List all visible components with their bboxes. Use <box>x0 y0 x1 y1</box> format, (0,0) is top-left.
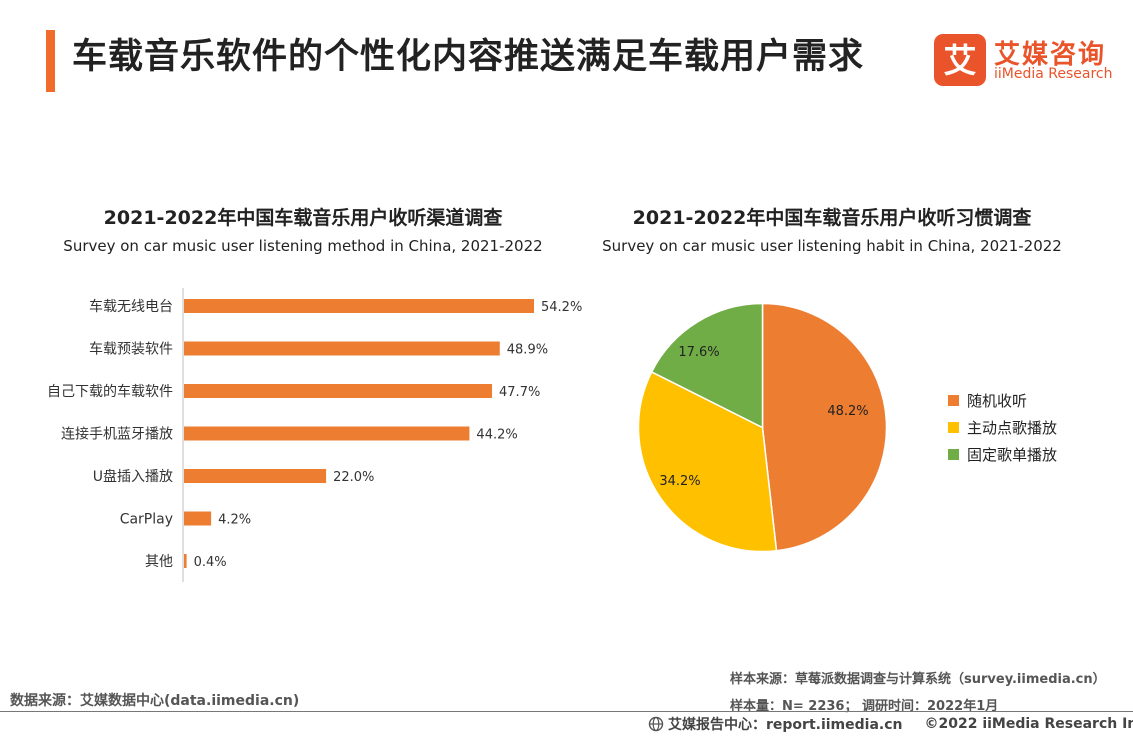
bar-category-label: 车载无线电台 <box>89 298 173 315</box>
bar <box>184 341 500 356</box>
pie-value-label: 34.2% <box>659 474 700 489</box>
bar-value-label: 0.4% <box>194 555 227 570</box>
bar-value-label: 44.2% <box>476 428 517 443</box>
logo-text-en: iiMedia Research <box>994 66 1113 82</box>
bar-chart: 车载无线电台 54.2% 车载预装软件 48.9% 自己下载的车载软件 47.7% 连接手机… <box>47 288 582 582</box>
bar-value-label: 48.9% <box>507 343 548 358</box>
footer-divider <box>0 711 1133 712</box>
bar-category-label: U盘插入播放 <box>93 468 173 485</box>
iimedia-logo: 艾 艾媒咨询 iiMedia Research <box>934 34 1124 86</box>
pie-value-label: 48.2% <box>827 404 868 419</box>
sample-notes: 样本来源：草莓派数据调查与计算系统（survey.iimedia.cn） 样本量… <box>730 668 1106 722</box>
title-accent-bar <box>46 30 55 92</box>
pie-chart: 48.2% 34.2% 17.6% <box>637 302 888 553</box>
bar-chart-title: 2021-2022年中国车载音乐用户收听渠道调查 <box>103 207 503 229</box>
bar <box>184 511 212 526</box>
bar-category-label: 其他 <box>145 554 173 570</box>
bar-value-label: 22.0% <box>333 470 374 485</box>
bar-category-label: 自己下载的车载软件 <box>47 383 173 400</box>
logo-mark-char: 艾 <box>944 41 977 80</box>
legend-swatch <box>948 449 959 460</box>
logo-text-cn: 艾媒咨询 <box>994 40 1107 70</box>
legend-label: 随机收听 <box>967 392 1028 410</box>
pie-slice <box>637 370 778 553</box>
legend-item: 随机收听 <box>948 387 1057 414</box>
page-title: 车载音乐软件的个性化内容推送满足车载用户需求 <box>72 37 865 77</box>
legend-swatch <box>948 422 959 433</box>
bar-chart-subtitle: Survey on car music user listening metho… <box>63 237 543 255</box>
pie-chart-title: 2021-2022年中国车载音乐用户收听习惯调查 <box>632 207 1032 229</box>
pie-slice <box>761 302 888 552</box>
footer-report-link[interactable]: 艾媒报告中心：report.iimedia.cn <box>668 717 903 733</box>
bar-value-label: 47.7% <box>499 385 540 400</box>
pie-value-label: 17.6% <box>678 345 719 360</box>
legend-label: 主动点歌播放 <box>967 419 1058 437</box>
legend-item: 固定歌单播放 <box>948 441 1057 468</box>
pie-legend: 随机收听 主动点歌播放 固定歌单播放 <box>948 387 1057 468</box>
footer: 艾媒报告中心：report.iimedia.cn ©2022 iiMedia R… <box>648 714 1133 734</box>
bar-category-label: 车载预装软件 <box>89 341 173 358</box>
bar-category-label: 连接手机蓝牙播放 <box>61 426 173 443</box>
sample-size-note: 样本量：N= 2236； 调研时间：2022年1月 <box>730 699 999 714</box>
bar-value-label: 54.2% <box>541 300 582 315</box>
bar <box>184 384 493 398</box>
legend-swatch <box>948 395 959 406</box>
legend-label: 固定歌单播放 <box>967 446 1058 464</box>
pie-chart-subtitle: Survey on car music user listening habit… <box>602 237 1062 255</box>
bar <box>184 426 470 441</box>
pie-slice <box>650 302 764 429</box>
sample-source-note: 样本来源：草莓派数据调查与计算系统（survey.iimedia.cn） <box>730 672 1106 687</box>
footer-copyright: ©2022 iiMedia Research Inc <box>924 716 1133 732</box>
iimedia-logo-icon: 艾 <box>934 34 986 86</box>
legend-item: 主动点歌播放 <box>948 414 1057 441</box>
bar-category-label: CarPlay <box>120 512 173 528</box>
bar <box>184 554 187 568</box>
bar-value-label: 4.2% <box>218 513 251 528</box>
globe-icon <box>648 716 664 732</box>
data-source: 数据来源：艾媒数据中心(data.iimedia.cn) <box>10 693 300 709</box>
bar <box>184 469 327 483</box>
bar <box>184 299 534 313</box>
